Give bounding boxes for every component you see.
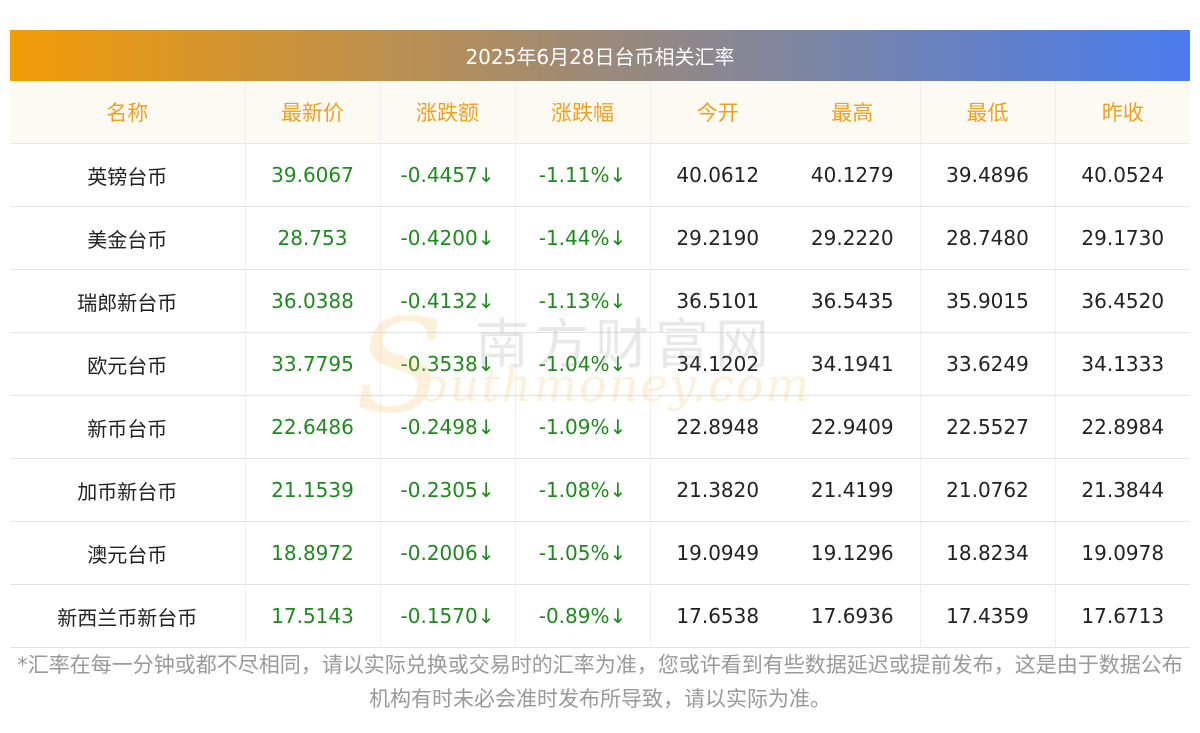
- cell-change: -0.4132↓: [380, 269, 516, 333]
- col-header-latest: 最新价: [245, 81, 381, 144]
- cell-high: 40.1279: [785, 143, 921, 207]
- cell-pct: -1.44%↓: [515, 206, 651, 270]
- table-row: 欧元台币 33.7795 -0.3538↓ -1.04%↓ 34.1202 34.1941…: [10, 332, 1190, 396]
- cell-latest: 36.0388: [245, 269, 381, 333]
- cell-high: 22.9409: [785, 395, 921, 459]
- cell-pct: -1.08%↓: [515, 458, 651, 522]
- header-row: 名称 最新价 涨跌额 涨跌幅 今开 最高 最低 昨收: [10, 81, 1190, 144]
- cell-pct: -1.11%↓: [515, 143, 651, 207]
- cell-latest: 18.8972: [245, 521, 381, 585]
- cell-low: 28.7480: [920, 206, 1056, 270]
- cell-change: -0.2006↓: [380, 521, 516, 585]
- cell-open: 21.3820: [650, 458, 785, 522]
- cell-latest: 28.753: [245, 206, 381, 270]
- cell-prev: 34.1333: [1055, 332, 1190, 396]
- rate-table: 名称 最新价 涨跌额 涨跌幅 今开 最高 最低 昨收 英镑台币 39.6067 -0…: [10, 81, 1190, 648]
- cell-open: 29.2190: [650, 206, 785, 270]
- cell-name: 欧元台币: [10, 332, 246, 396]
- cell-prev: 21.3844: [1055, 458, 1190, 522]
- cell-high: 36.5435: [785, 269, 921, 333]
- cell-change: -0.2498↓: [380, 395, 516, 459]
- cell-prev: 36.4520: [1055, 269, 1190, 333]
- cell-low: 22.5527: [920, 395, 1056, 459]
- cell-pct: -1.05%↓: [515, 521, 651, 585]
- cell-open: 17.6538: [650, 584, 785, 648]
- col-header-high: 最高: [785, 81, 921, 144]
- col-header-prev: 昨收: [1055, 81, 1190, 144]
- cell-pct: -1.13%↓: [515, 269, 651, 333]
- cell-prev: 29.1730: [1055, 206, 1190, 270]
- col-header-name: 名称: [10, 81, 246, 144]
- cell-low: 18.8234: [920, 521, 1056, 585]
- cell-change: -0.4200↓: [380, 206, 516, 270]
- cell-latest: 39.6067: [245, 143, 381, 207]
- cell-high: 34.1941: [785, 332, 921, 396]
- col-header-open: 今开: [650, 81, 785, 144]
- cell-prev: 40.0524: [1055, 143, 1190, 207]
- cell-open: 40.0612: [650, 143, 785, 207]
- table-title: 2025年6月28日台币相关汇率: [10, 30, 1190, 81]
- table-row: 新西兰币新台币 17.5143 -0.1570↓ -0.89%↓ 17.6538 17.6…: [10, 584, 1190, 648]
- cell-latest: 22.6486: [245, 395, 381, 459]
- cell-low: 21.0762: [920, 458, 1056, 522]
- cell-pct: -1.09%↓: [515, 395, 651, 459]
- cell-high: 21.4199: [785, 458, 921, 522]
- table-row: 英镑台币 39.6067 -0.4457↓ -1.11%↓ 40.0612 40.1279…: [10, 143, 1190, 207]
- rate-card: 2025年6月28日台币相关汇率 名称 最新价 涨跌额 涨跌幅 今开 最高 最低…: [10, 30, 1190, 648]
- cell-name: 新币台币: [10, 395, 246, 459]
- cell-high: 29.2220: [785, 206, 921, 270]
- table-row: 瑞郎新台币 36.0388 -0.4132↓ -1.13%↓ 36.5101 36.543…: [10, 269, 1190, 333]
- cell-pct: -1.04%↓: [515, 332, 651, 396]
- cell-open: 36.5101: [650, 269, 785, 333]
- cell-low: 39.4896: [920, 143, 1056, 207]
- cell-name: 新西兰币新台币: [10, 584, 246, 648]
- cell-low: 17.4359: [920, 584, 1056, 648]
- col-header-change: 涨跌额: [380, 81, 516, 144]
- cell-low: 33.6249: [920, 332, 1056, 396]
- cell-change: -0.3538↓: [380, 332, 516, 396]
- cell-change: -0.2305↓: [380, 458, 516, 522]
- table-row: 加币新台币 21.1539 -0.2305↓ -1.08%↓ 21.3820 21.419…: [10, 458, 1190, 522]
- cell-name: 美金台币: [10, 206, 246, 270]
- table-row: 美金台币 28.753 -0.4200↓ -1.44%↓ 29.2190 29.2220 2…: [10, 206, 1190, 270]
- table-row: 新币台币 22.6486 -0.2498↓ -1.09%↓ 22.8948 22.9409…: [10, 395, 1190, 459]
- cell-name: 加币新台币: [10, 458, 246, 522]
- cell-latest: 21.1539: [245, 458, 381, 522]
- cell-change: -0.1570↓: [380, 584, 516, 648]
- cell-change: -0.4457↓: [380, 143, 516, 207]
- col-header-low: 最低: [920, 81, 1056, 144]
- cell-low: 35.9015: [920, 269, 1056, 333]
- cell-name: 瑞郎新台币: [10, 269, 246, 333]
- cell-name: 英镑台币: [10, 143, 246, 207]
- cell-prev: 17.6713: [1055, 584, 1190, 648]
- cell-latest: 17.5143: [245, 584, 381, 648]
- cell-open: 22.8948: [650, 395, 785, 459]
- table-row: 澳元台币 18.8972 -0.2006↓ -1.05%↓ 19.0949 19.1296…: [10, 521, 1190, 585]
- cell-latest: 33.7795: [245, 332, 381, 396]
- cell-pct: -0.89%↓: [515, 584, 651, 648]
- col-header-pct: 涨跌幅: [515, 81, 651, 144]
- disclaimer-footnote: *汇率在每一分钟或都不尽相同，请以实际兑换或交易时的汇率为准，您或许看到有些数据…: [17, 653, 1183, 711]
- cell-open: 34.1202: [650, 332, 785, 396]
- cell-high: 17.6936: [785, 584, 921, 648]
- cell-high: 19.1296: [785, 521, 921, 585]
- cell-prev: 19.0978: [1055, 521, 1190, 585]
- cell-open: 19.0949: [650, 521, 785, 585]
- cell-prev: 22.8984: [1055, 395, 1190, 459]
- cell-name: 澳元台币: [10, 521, 246, 585]
